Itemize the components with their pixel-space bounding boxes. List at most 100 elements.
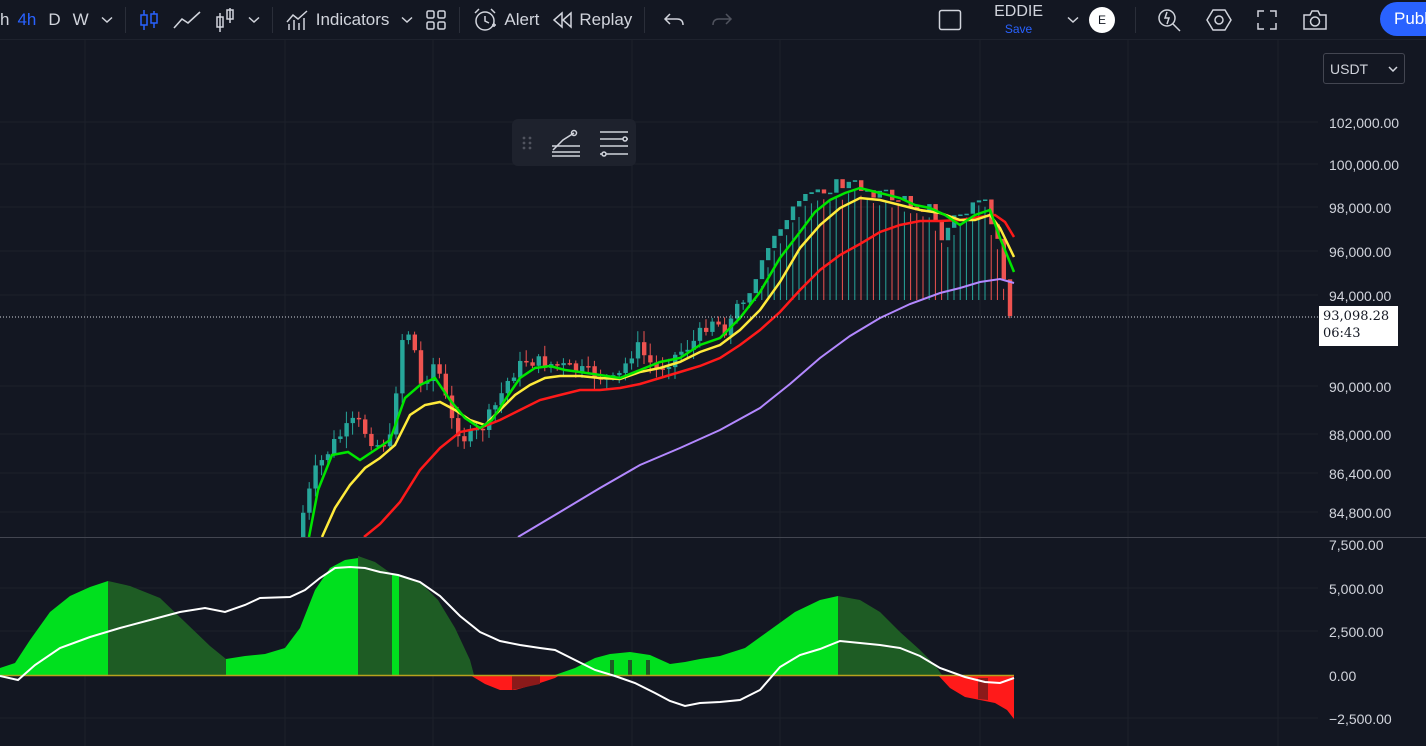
camera-icon	[1303, 9, 1327, 30]
candles-button[interactable]	[132, 4, 166, 36]
candle-body	[400, 340, 405, 394]
fullscreen-button[interactable]	[1250, 4, 1284, 36]
settings-button[interactable]	[1200, 4, 1238, 36]
candle-body	[307, 488, 312, 513]
undo-button[interactable]	[657, 4, 691, 36]
divider	[271, 6, 273, 33]
candle-body	[635, 342, 641, 359]
alert-button[interactable]: Alert	[466, 4, 545, 36]
chart-type-dropdown[interactable]	[242, 4, 266, 36]
candle-body	[573, 363, 579, 372]
indicators-button[interactable]: Indicators	[279, 4, 396, 36]
fib-tool-icon[interactable]	[550, 128, 582, 158]
oscillator-axis-label: 2,500.00	[1329, 624, 1384, 640]
divider	[459, 6, 461, 33]
quick-search-icon	[1158, 8, 1181, 32]
chevron-down-icon	[248, 16, 260, 23]
candle-body	[896, 200, 901, 202]
candle-body	[449, 395, 455, 419]
timeframe-partial[interactable]: h	[0, 9, 10, 29]
candle-body	[852, 180, 858, 182]
oscillator-histogram	[0, 556, 1014, 719]
grid-lines	[0, 40, 1318, 746]
price-axis-label: 94,000.00	[1329, 288, 1392, 304]
candle-body	[381, 445, 386, 447]
layout-save-label: Save	[1004, 22, 1033, 36]
candle-body	[580, 366, 585, 372]
layout-dropdown[interactable]	[1061, 4, 1085, 36]
divider	[644, 6, 646, 33]
candle-body	[456, 418, 461, 437]
undo-icon	[664, 12, 685, 25]
redo-button[interactable]	[705, 4, 739, 36]
indicators-dropdown[interactable]	[395, 4, 419, 36]
candle-body	[499, 393, 504, 406]
candle-body	[766, 248, 771, 261]
candle-body	[983, 199, 988, 202]
candle-body	[406, 334, 411, 341]
candle-body	[753, 279, 758, 294]
candle-body	[722, 324, 727, 336]
bar-chart-button[interactable]	[208, 4, 242, 36]
oscillator-signal-line	[0, 565, 1015, 708]
candle-body	[325, 454, 331, 461]
candle-body	[741, 302, 746, 305]
candle-body	[871, 190, 876, 198]
price-axis-label: 86,400.00	[1329, 466, 1392, 482]
candle-body	[828, 192, 833, 195]
timeframe-4h[interactable]: 4h	[17, 9, 37, 29]
line-chart-button[interactable]	[166, 4, 208, 36]
templates-button[interactable]	[419, 4, 453, 36]
candle-body	[437, 364, 442, 374]
oscillator-axis-label: 7,500.00	[1329, 537, 1384, 553]
candle-body	[673, 354, 678, 368]
screenshot-button[interactable]	[1296, 4, 1334, 36]
current-price-value: 93,098.28	[1323, 309, 1390, 324]
price-axis-label: 102,000.00	[1329, 115, 1400, 131]
replay-icon	[553, 10, 573, 29]
candle-body	[710, 321, 715, 332]
quick-search-button[interactable]	[1150, 4, 1188, 36]
currency-value: USDT	[1330, 60, 1369, 77]
layout-button[interactable]	[932, 4, 968, 36]
candle-body	[747, 293, 752, 303]
candle-body	[691, 340, 696, 350]
candle-body	[518, 360, 523, 378]
avatar[interactable]: E	[1089, 6, 1115, 33]
candle-body	[431, 364, 436, 382]
candle-body	[536, 356, 541, 366]
publish-button[interactable]: Publ	[1380, 2, 1426, 36]
candle-body	[1007, 279, 1013, 316]
candle-body	[586, 366, 591, 368]
candle-body	[369, 433, 374, 447]
drag-handle-icon[interactable]	[522, 135, 532, 151]
timeframe-d[interactable]: D	[48, 9, 61, 29]
candle-body	[363, 419, 368, 434]
candle-body	[443, 373, 448, 396]
chevron-down-icon	[1067, 16, 1079, 23]
currency-select[interactable]: USDT	[1323, 53, 1405, 84]
candle-body	[319, 460, 324, 466]
candle-body	[735, 303, 740, 319]
candle-body	[803, 194, 808, 201]
candle-body	[567, 363, 572, 365]
ema-mid-line	[320, 196, 1016, 538]
settings-hexagon-icon	[1206, 8, 1232, 31]
candle-body	[592, 366, 597, 378]
candle-body	[394, 393, 399, 435]
chart-canvas[interactable]	[0, 40, 1426, 746]
layout-name-button[interactable]: EDDIE Save	[990, 4, 1047, 36]
lines-tool-icon[interactable]	[598, 128, 630, 158]
chevron-down-icon	[401, 16, 413, 23]
candle-body	[660, 368, 665, 370]
indicators-label: Indicators	[315, 9, 390, 29]
candle-body	[542, 356, 548, 368]
candle-body	[784, 220, 789, 230]
redo-icon	[712, 12, 733, 25]
replay-button[interactable]: Replay	[545, 4, 638, 36]
timeframe-w[interactable]: W	[72, 9, 89, 29]
candle-body	[332, 438, 337, 455]
timeframe-dropdown[interactable]	[95, 4, 119, 36]
candle-body	[648, 355, 653, 363]
alert-clock-icon	[474, 7, 497, 31]
